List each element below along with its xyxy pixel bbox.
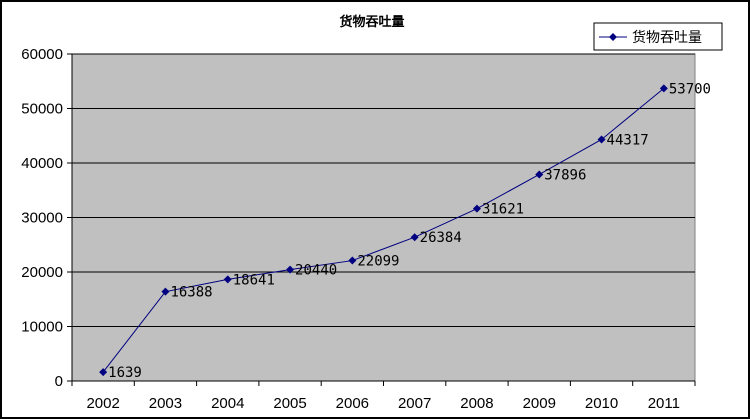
y-tick-label: 50000 (21, 101, 63, 118)
x-tick-label: 2008 (460, 395, 493, 412)
series-line-group (102, 87, 665, 373)
x-tick-label: 2003 (149, 395, 182, 412)
data-point (223, 275, 232, 284)
series-line (102, 87, 665, 373)
x-tick-label: 2006 (336, 395, 369, 412)
y-tick-label: 10000 (21, 319, 63, 336)
legend: 货物吞吐量 (593, 22, 723, 51)
x-tick-label: 2002 (86, 395, 119, 412)
legend-entry: 货物吞吐量 (632, 29, 702, 46)
data-point (472, 204, 481, 213)
data-point (535, 170, 544, 179)
data-point (286, 265, 295, 274)
data-point (348, 256, 357, 265)
legend-marker-swatch (609, 33, 617, 41)
x-tick-label: 2005 (273, 395, 306, 412)
data-label: 37896 (544, 167, 586, 183)
chart-title: 货物吞吐量 (339, 14, 404, 30)
y-tick-label: 60000 (21, 46, 63, 63)
data-label: 31621 (482, 202, 524, 218)
data-point (597, 135, 606, 144)
data-point (410, 233, 419, 242)
y-tick-label: 40000 (21, 155, 63, 172)
data-point (99, 368, 108, 377)
data-label: 26384 (420, 230, 462, 246)
y-tick-label: 30000 (21, 210, 63, 227)
x-tick-label: 2010 (585, 395, 618, 412)
gridlines (72, 53, 695, 327)
series-markers (99, 84, 668, 377)
x-tick-label: 2011 (648, 395, 680, 412)
data-label: 53700 (669, 81, 711, 97)
x-tick-label: 2004 (211, 395, 244, 412)
y-axis-ticks: 0 10000 20000 30000 40000 50000 60000 (21, 46, 72, 390)
x-tick-label: 2007 (398, 395, 431, 412)
x-tick-label: 2009 (523, 395, 556, 412)
y-tick-label: 20000 (21, 264, 63, 281)
y-tick-label: 0 (55, 373, 63, 390)
data-label: 22099 (357, 254, 399, 270)
data-label: 44317 (607, 132, 649, 148)
data-point (659, 84, 668, 93)
data-label: 1639 (108, 365, 142, 381)
data-label: 18641 (233, 272, 275, 288)
data-label: 16388 (170, 285, 212, 301)
data-point (161, 287, 170, 296)
data-label: 20440 (295, 263, 337, 279)
data-labels: 1639 16388 18641 20440 22099 26384 31621 37896 4… (108, 81, 711, 381)
x-axis-ticks: 2002 2003 2004 2005 2006 2007 2008 2009 2010 2011 (71, 381, 696, 412)
